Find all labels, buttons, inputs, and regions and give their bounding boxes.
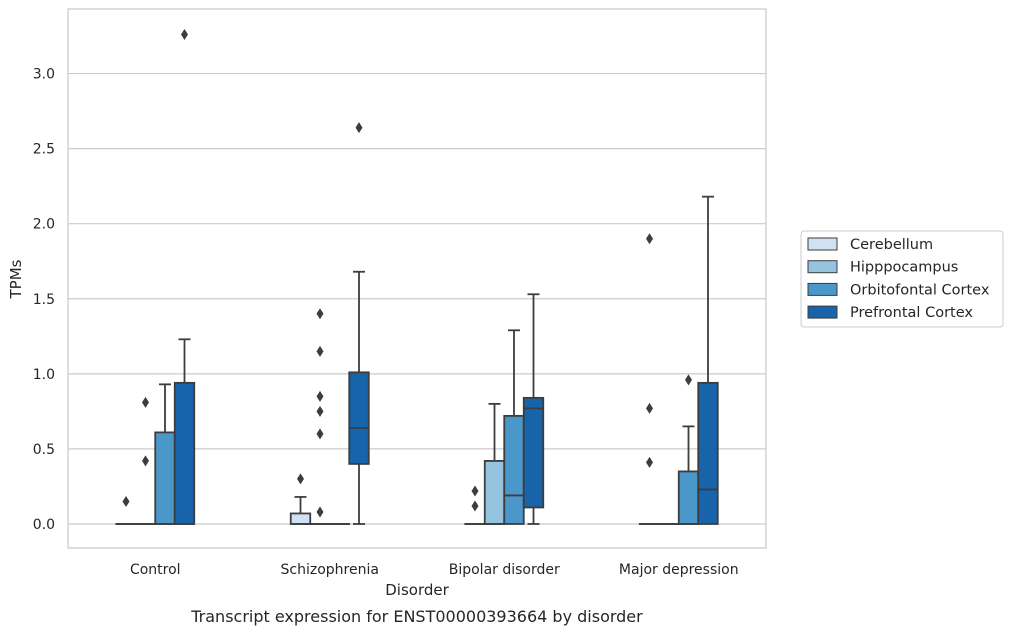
box-iqr (348, 371, 370, 465)
box-1-3 (348, 122, 370, 525)
box-iqr (677, 470, 700, 525)
x-axis-label: Disorder (385, 581, 449, 599)
x-tick-label: Control (130, 562, 181, 578)
chart-caption: Transcript expression for ENST0000039366… (190, 607, 643, 626)
x-tick-label: Bipolar disorder (449, 562, 560, 578)
legend-label: Orbitofontal Cortex (850, 282, 990, 298)
flier-point (646, 456, 653, 468)
flier-point (316, 308, 324, 320)
legend-swatch (807, 260, 838, 274)
box-1-0 (289, 473, 312, 525)
legend-swatch (807, 282, 838, 296)
y-axis-label: TPMs (7, 259, 25, 299)
box-iqr (173, 381, 196, 525)
box-iqr (522, 396, 545, 509)
box-iqr (154, 431, 176, 525)
legend-swatch (807, 237, 838, 251)
box-0-3 (173, 29, 196, 525)
y-tick-label: 2.5 (33, 142, 55, 158)
flier-point (181, 29, 188, 41)
flier-point (297, 473, 304, 485)
box-2-2 (503, 329, 525, 525)
y-tick-label: 0.0 (33, 517, 55, 533)
x-axis-ticks: Control Schizophrenia Bipolar disorder Majo… (130, 562, 739, 578)
box-3-3 (697, 195, 719, 525)
legend-label: Prefrontal Cortex (850, 305, 973, 321)
flier-point (646, 402, 653, 414)
box-0-0 (115, 495, 137, 525)
flier-point (316, 405, 324, 417)
box-2-3 (522, 293, 545, 525)
legend-label: Hipppocampus (850, 260, 958, 276)
flier-point (142, 396, 149, 408)
flier-point (142, 455, 149, 467)
plot-frame (67, 8, 767, 549)
legend-frame (800, 230, 1004, 328)
flier-point (122, 495, 130, 507)
flier-point (316, 345, 324, 357)
box-iqr (289, 512, 312, 525)
flier-point (471, 500, 479, 512)
y-tick-label: 0.5 (33, 442, 55, 458)
x-tick-label: Schizophrenia (281, 562, 379, 578)
y-tick-label: 3.0 (33, 67, 55, 83)
legend-swatch (807, 305, 838, 319)
y-tick-label: 1.0 (33, 367, 55, 383)
flier-point (316, 390, 324, 402)
flier-point (471, 485, 479, 497)
flier-point (685, 374, 692, 386)
box-1-1 (309, 308, 331, 525)
box-0-2 (154, 383, 176, 525)
box-iqr (697, 381, 719, 525)
flier-point (355, 122, 363, 134)
flier-point (646, 233, 653, 245)
y-tick-label: 1.5 (33, 292, 55, 308)
y-axis-ticks: 0.0 0.5 1.0 1.5 2.0 2.5 3.0 (33, 67, 55, 533)
flier-point (316, 428, 324, 440)
box-iqr (483, 460, 506, 525)
box-iqr (503, 414, 525, 525)
box-series (115, 29, 719, 525)
x-tick-label: Major depression (619, 562, 739, 578)
legend-label: Cerebellum (850, 237, 933, 253)
legend: Cerebellum Hipppocampus Orbitofontal Corte… (800, 230, 1004, 328)
y-tick-label: 2.0 (33, 217, 55, 233)
flier-point (316, 506, 324, 518)
